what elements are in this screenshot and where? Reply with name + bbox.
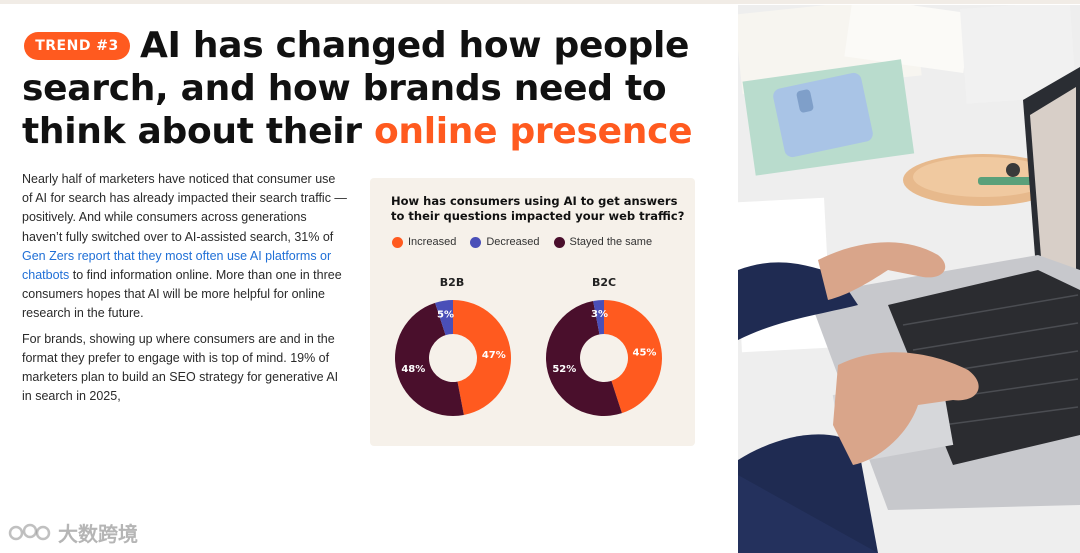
watermark-logo-icon — [8, 523, 51, 540]
legend-label-decreased: Decreased — [486, 236, 540, 248]
legend-item-decreased: Decreased — [470, 236, 540, 248]
donut-b2b-slice-1 — [395, 302, 464, 416]
donut-b2b-label-1: 48% — [401, 364, 425, 375]
legend-item-increased: Increased — [392, 236, 456, 248]
chart-title: How has consumers using AI to get answer… — [391, 194, 685, 223]
donut-b2c-slice-1 — [546, 301, 622, 416]
donut-title-b2b: B2B — [439, 276, 465, 289]
donut-b2c-label-2: 3% — [591, 309, 608, 320]
donut-b2c-label-1: 52% — [552, 364, 576, 375]
top-strip — [0, 0, 1080, 4]
legend-label-stayed: Stayed the same — [569, 236, 653, 248]
headline: AI has changed how people search, and ho… — [22, 24, 722, 153]
legend-item-stayed: Stayed the same — [553, 236, 653, 248]
headline-text: AI has changed how people search, and ho… — [22, 25, 690, 152]
donut-b2c-label-0: 45% — [633, 348, 657, 359]
donut-b2c-slice-2 — [593, 300, 604, 335]
donut-b2b-slice-0 — [453, 300, 511, 415]
chart-card: How has consumers using AI to get answer… — [370, 178, 695, 446]
legend-swatch-stayed — [553, 236, 565, 248]
legend-swatch-increased — [392, 236, 403, 248]
trend-badge: TREND #3 — [24, 32, 130, 60]
legend-label-increased: Increased — [408, 236, 457, 248]
photo-illustration — [738, 5, 1080, 553]
watermark-text: 大数跨境 — [58, 524, 138, 546]
donut-b2b-slice-2 — [435, 300, 453, 336]
donut-b2b-label-0: 47% — [482, 350, 506, 361]
paragraph-1: Nearly half of marketers have noticed th… — [22, 170, 347, 324]
donut-title-b2c: B2C — [591, 276, 617, 289]
laptop-photo — [738, 5, 1080, 553]
paragraph-1-start: Nearly half of marketers have noticed th… — [22, 172, 347, 244]
watermark: 大数跨境 — [8, 518, 138, 547]
body-text: Nearly half of marketers have noticed th… — [22, 170, 347, 412]
paragraph-1-end: to find information online. More than on… — [22, 268, 342, 321]
donut-charts: 47% 48% 5% 45% 52% 3% — [395, 300, 663, 416]
donut-b2b-label-2: 5% — [437, 310, 454, 321]
legend-swatch-decreased — [470, 236, 482, 248]
chart-legend: Increased Decreased Stayed the same — [392, 236, 652, 248]
gen-z-report-link[interactable]: Gen Zers report that they most often use… — [22, 248, 332, 283]
paragraph-2: For brands, showing up where consumers a… — [22, 331, 339, 404]
headline-accent: online presence — [373, 111, 693, 152]
donut-b2c-slice-0 — [604, 300, 663, 414]
